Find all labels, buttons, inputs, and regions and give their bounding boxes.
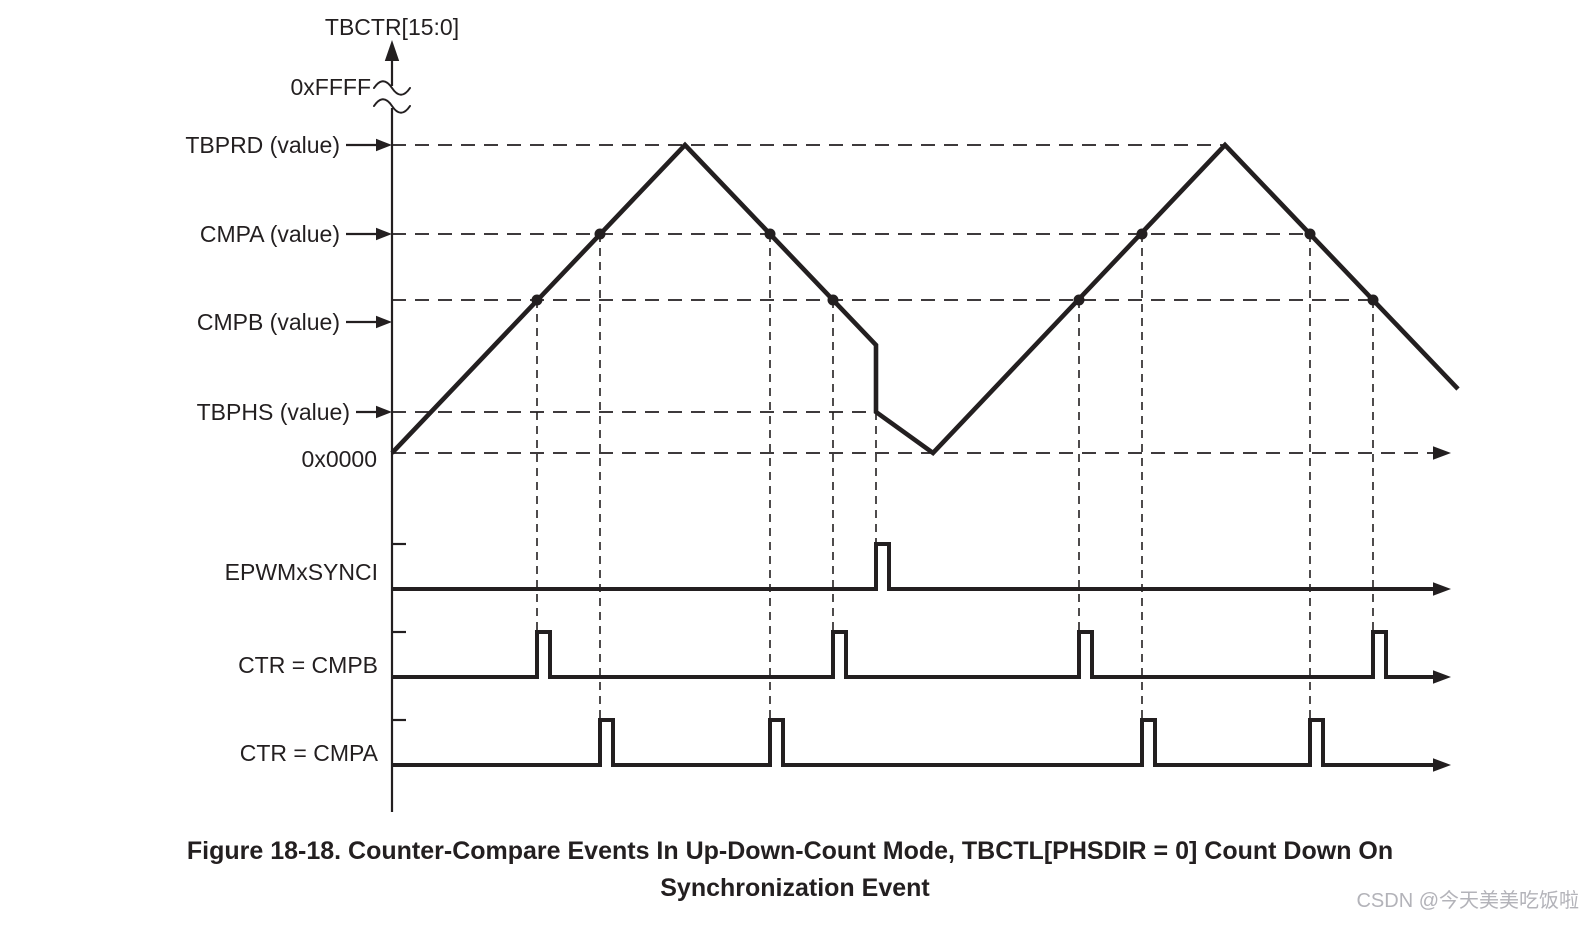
compare-event-dot-3 — [764, 228, 776, 240]
y-axis-max-label: 0xFFFF — [291, 74, 372, 100]
compare-event-dot-8 — [1367, 294, 1379, 306]
tbctr-counter-waveform — [390, 141, 1460, 457]
cmpb-pointer-arrow-icon — [376, 315, 392, 329]
signal-arrow-icon-ctr-cmpb — [1433, 670, 1451, 684]
signal-trace-ctr-cmpa — [392, 718, 1437, 767]
axis-break-squiggle-1 — [373, 80, 411, 96]
diagram-shapes — [346, 40, 1460, 812]
signal-label-ctr-cmpb: CTR = CMPB — [238, 652, 378, 678]
y-axis-arrow-icon — [384, 40, 400, 61]
y-axis-title: TBCTR[15:0] — [325, 14, 459, 40]
compare-event-dot-6 — [1136, 228, 1148, 240]
tbprd-pointer-arrow-icon — [376, 138, 392, 152]
compare-event-dot-5 — [1073, 294, 1085, 306]
level-label-cmpb: CMPB (value) — [197, 309, 340, 335]
compare-event-dot-2 — [594, 228, 606, 240]
compare-event-dot-7 — [1304, 228, 1316, 240]
compare-event-dot-1 — [531, 294, 543, 306]
tbphs-pointer-arrow-icon — [376, 405, 392, 419]
signal-arrow-icon-epwmxsynci — [1433, 582, 1451, 596]
signal-trace-epwmxsynci — [392, 542, 1437, 591]
signal-arrow-icon-ctr-cmpa — [1433, 758, 1451, 772]
watermark: CSDN @今天美美吃饭啦 — [1356, 889, 1579, 912]
time-axis-arrow-icon — [1433, 446, 1451, 460]
y-axis-zero-label: 0x0000 — [302, 446, 377, 472]
signal-label-epwmxsynci: EPWMxSYNCI — [225, 559, 378, 585]
signal-trace-ctr-cmpb — [392, 630, 1437, 679]
signal-label-ctr-cmpa: CTR = CMPA — [240, 740, 379, 766]
level-label-tbphs: TBPHS (value) — [197, 399, 350, 425]
compare-event-dot-4 — [827, 294, 839, 306]
figure-caption-line1: Figure 18-18. Counter-Compare Events In … — [187, 837, 1393, 865]
axis-break-squiggle-2 — [373, 98, 411, 114]
level-label-tbprd: TBPRD (value) — [185, 132, 340, 158]
level-label-cmpa: CMPA (value) — [200, 221, 340, 247]
figure-caption-line2: Synchronization Event — [660, 874, 930, 902]
cmpa-pointer-arrow-icon — [376, 227, 392, 241]
